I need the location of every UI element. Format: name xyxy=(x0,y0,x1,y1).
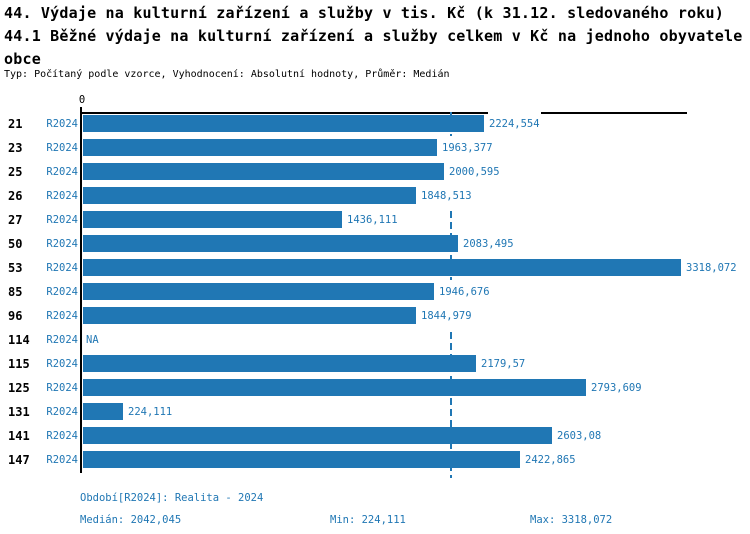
chart-row: 96 R2024 1844,979 xyxy=(0,304,750,328)
row-series-label: R2024 xyxy=(46,286,78,298)
bar xyxy=(83,283,434,300)
row-series-label: R2024 xyxy=(46,214,78,226)
row-category-label: 141 xyxy=(8,429,30,443)
bar-value-label: 1963,377 xyxy=(441,136,494,160)
y-axis-line xyxy=(80,107,82,473)
bar-value-label: 1848,513 xyxy=(420,184,473,208)
row-category-label: 114 xyxy=(8,333,30,347)
stat-min-label: Min: 224,111 xyxy=(330,514,406,526)
chart-row: 115 R2024 2179,57 xyxy=(0,352,750,376)
x-axis-line xyxy=(82,112,687,114)
bar xyxy=(83,403,123,420)
chart-row: 53 R2024 3318,072 xyxy=(0,256,750,280)
bar xyxy=(83,139,437,156)
page-title-line3: obce xyxy=(4,50,41,68)
chart-row: 114 R2024 NA xyxy=(0,328,750,352)
row-series-label: R2024 xyxy=(46,430,78,442)
row-series-label: R2024 xyxy=(46,190,78,202)
bar xyxy=(83,307,416,324)
bar xyxy=(83,355,476,372)
row-category-label: 85 xyxy=(8,285,23,299)
row-category-label: 115 xyxy=(8,357,30,371)
bar-value-label: 2083,495 xyxy=(462,232,515,256)
row-series-label: R2024 xyxy=(46,262,78,274)
bar-value-label: 1946,676 xyxy=(438,280,491,304)
row-category-label: 96 xyxy=(8,309,23,323)
row-series-label: R2024 xyxy=(46,382,78,394)
row-series-label: R2024 xyxy=(46,454,78,466)
bar xyxy=(83,115,484,132)
row-series-label: R2024 xyxy=(46,310,78,322)
bar-value-label: 3318,072 xyxy=(685,256,738,280)
legend-period-label: Období[R2024]: Realita - 2024 xyxy=(80,492,264,504)
bar-value-label: 2603,08 xyxy=(556,424,603,448)
row-category-label: 53 xyxy=(8,261,23,275)
chart-row: 125 R2024 2793,609 xyxy=(0,376,750,400)
row-category-label: 27 xyxy=(8,213,23,227)
bar xyxy=(83,259,681,276)
bar-value-label: 224,111 xyxy=(127,400,174,424)
chart-row: 25 R2024 2000,595 xyxy=(0,160,750,184)
stat-max-label: Max: 3318,072 xyxy=(530,514,613,526)
bar xyxy=(83,427,552,444)
row-category-label: 26 xyxy=(8,189,23,203)
bar-value-label: 2422,865 xyxy=(524,448,577,472)
bar-value-label: 2179,57 xyxy=(480,352,527,376)
row-category-label: 131 xyxy=(8,405,30,419)
chart-row: 85 R2024 1946,676 xyxy=(0,280,750,304)
bar xyxy=(83,235,458,252)
chart-row: 21 R2024 2224,554 xyxy=(0,112,750,136)
row-series-label: R2024 xyxy=(46,334,78,346)
chart-row: 141 R2024 2603,08 xyxy=(0,424,750,448)
row-series-label: R2024 xyxy=(46,166,78,178)
bar-value-label: 1844,979 xyxy=(420,304,473,328)
bar xyxy=(83,163,444,180)
page-title-line1: 44. Výdaje na kulturní zařízení a služby… xyxy=(4,4,724,22)
row-series-label: R2024 xyxy=(46,358,78,370)
bar xyxy=(83,379,586,396)
row-category-label: 147 xyxy=(8,453,30,467)
row-series-label: R2024 xyxy=(46,142,78,154)
bar-value-label: 1436,111 xyxy=(346,208,399,232)
row-series-label: R2024 xyxy=(46,118,78,130)
chart-row: 26 R2024 1848,513 xyxy=(0,184,750,208)
row-category-label: 23 xyxy=(8,141,23,155)
row-series-label: R2024 xyxy=(46,406,78,418)
bar-value-label: 2224,554 xyxy=(488,112,541,136)
x-axis-zero-label: 0 xyxy=(78,94,86,106)
chart-row: 27 R2024 1436,111 xyxy=(0,208,750,232)
bar-value-label: 2793,609 xyxy=(590,376,643,400)
bar-value-label: NA xyxy=(85,328,100,352)
stat-median-label: Medián: 2042,045 xyxy=(80,514,182,526)
chart-row: 23 R2024 1963,377 xyxy=(0,136,750,160)
row-category-label: 125 xyxy=(8,381,30,395)
bar xyxy=(83,211,342,228)
indicator-meta-text: Typ: Počítaný podle vzorce, Vyhodnocení:… xyxy=(4,69,450,80)
bar xyxy=(83,451,520,468)
bar xyxy=(83,187,416,204)
chart-row: 131 R2024 224,111 xyxy=(0,400,750,424)
bar-value-label: 2000,595 xyxy=(448,160,501,184)
row-category-label: 21 xyxy=(8,117,23,131)
row-category-label: 25 xyxy=(8,165,23,179)
row-series-label: R2024 xyxy=(46,238,78,250)
row-category-label: 50 xyxy=(8,237,23,251)
chart-row: 147 R2024 2422,865 xyxy=(0,448,750,472)
page-title-line2: 44.1 Běžné výdaje na kulturní zařízení a… xyxy=(4,27,743,45)
chart-row: 50 R2024 2083,495 xyxy=(0,232,750,256)
